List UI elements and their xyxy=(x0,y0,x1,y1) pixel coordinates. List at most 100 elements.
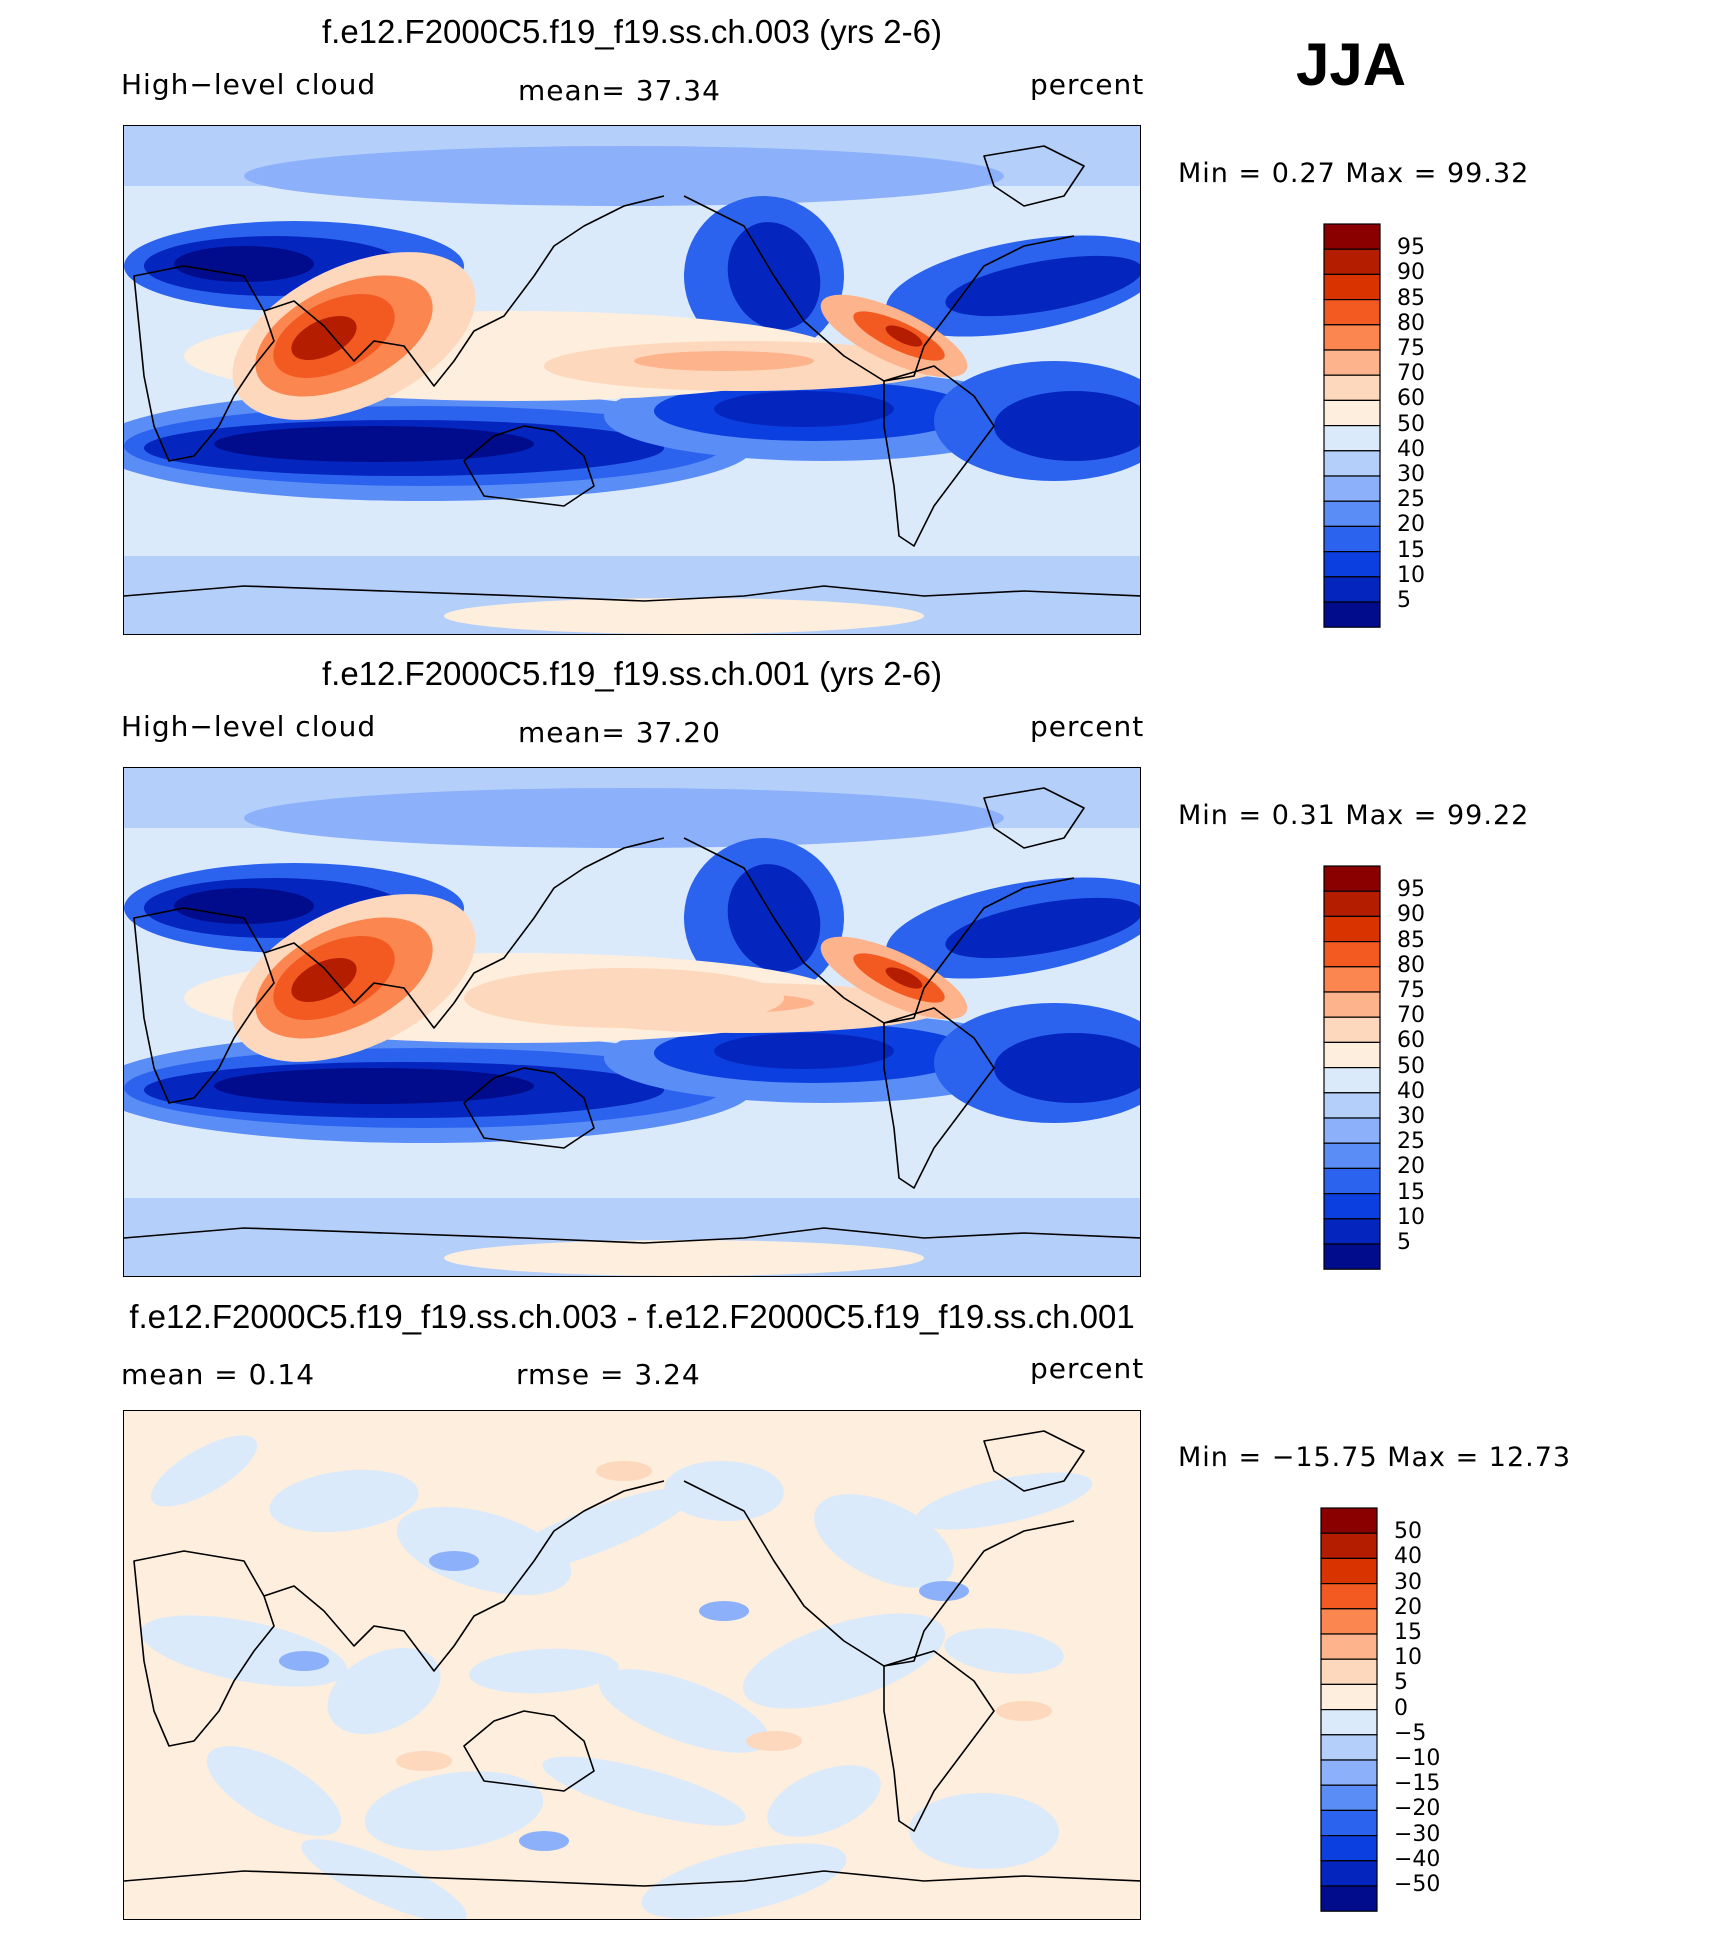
panel-2-map-svg xyxy=(124,768,1140,1276)
contour-region xyxy=(396,1751,452,1771)
contour-region xyxy=(994,1033,1140,1103)
colorbar-swatch xyxy=(1320,1532,1378,1560)
colorbar-label: 30 xyxy=(1394,1569,1422,1595)
contour-region xyxy=(244,146,1004,206)
contour-region xyxy=(909,1792,1059,1870)
colorbar-label: 5 xyxy=(1394,1670,1408,1696)
colorbar-swatch xyxy=(1323,1243,1381,1270)
panel-1-colorbar: 95 90 85 80 75 70 60 50 40 30 25 20 15 10 5 xyxy=(1323,223,1473,636)
colorbar-swatch xyxy=(1323,915,1381,943)
coastline xyxy=(463,425,595,507)
panel-1-mean: mean= 37.34 xyxy=(518,74,721,107)
colorbar-swatch xyxy=(1320,1860,1378,1887)
colorbar-label: 70 xyxy=(1397,361,1425,387)
contour-region xyxy=(994,391,1140,461)
coastline xyxy=(263,837,665,1029)
colorbar-label: 60 xyxy=(1397,1028,1425,1054)
colorbar-label: 20 xyxy=(1397,1154,1425,1180)
contour-region xyxy=(364,1771,544,1851)
colorbar-label: 10 xyxy=(1397,1204,1425,1230)
colorbar-label: 15 xyxy=(1397,1179,1425,1205)
coastline xyxy=(883,365,995,547)
colorbar-swatch xyxy=(1323,425,1381,452)
colorbar-label: 50 xyxy=(1394,1519,1422,1545)
colorbar-label: 30 xyxy=(1397,1104,1425,1129)
colorbar-swatch xyxy=(1323,374,1381,401)
cloud-field xyxy=(124,768,1140,1276)
panel-2-mean: mean= 37.20 xyxy=(518,716,721,749)
colorbar-swatch xyxy=(1323,399,1381,427)
panel-3-colorbar: 50 40 30 20 15 10 5 0 −5 −10 −15 −20 −30 −40 −50 xyxy=(1320,1507,1470,1920)
contour-region xyxy=(945,255,1140,317)
colorbar-label: 85 xyxy=(1397,285,1425,311)
coastline xyxy=(983,787,1085,849)
coastline xyxy=(883,1650,995,1832)
colorbar-swatch xyxy=(1320,1658,1378,1685)
panel-3-minmax: Min = −15.75 Max = 12.73 xyxy=(1178,1442,1572,1473)
contour-region xyxy=(919,1581,969,1601)
contour-region xyxy=(542,1756,746,1826)
colorbar-swatch xyxy=(1323,248,1381,276)
colorbar-label: −30 xyxy=(1394,1821,1441,1847)
colorbar-label: 90 xyxy=(1397,260,1425,286)
colorbar-label: 80 xyxy=(1397,952,1425,978)
contour-region xyxy=(444,598,924,634)
cloud-field xyxy=(124,126,1140,634)
contour-region xyxy=(269,1469,419,1533)
coastline xyxy=(983,1430,1085,1492)
colorbar-swatch xyxy=(1323,940,1381,968)
colorbar-swatch xyxy=(1323,865,1381,892)
coastlines xyxy=(124,787,1140,1244)
contour-region xyxy=(746,1731,802,1751)
colorbar-swatch xyxy=(1320,1582,1378,1610)
colorbar-swatch xyxy=(1323,349,1381,376)
colorbar-label: 85 xyxy=(1397,927,1425,953)
panel-3-title: f.e12.F2000C5.f19_f19.ss.ch.003 - f.e12.… xyxy=(129,1298,1135,1335)
panel-2-variable: High−level cloud xyxy=(121,710,377,743)
contour-region xyxy=(396,1506,572,1596)
colorbar-swatch xyxy=(1323,273,1381,301)
panel-2-map xyxy=(123,767,1141,1277)
coastline xyxy=(263,195,665,387)
colorbar-label: 20 xyxy=(1394,1594,1422,1620)
colorbar-swatch xyxy=(1323,500,1381,528)
contour-region xyxy=(206,1746,342,1836)
colorbar-swatch xyxy=(1323,1067,1381,1094)
colorbar-label: 20 xyxy=(1397,512,1425,538)
contour-region xyxy=(767,1765,881,1837)
colorbar-swatch xyxy=(1320,1885,1378,1912)
coastline xyxy=(463,1710,595,1792)
colorbar-swatch xyxy=(1320,1557,1378,1585)
colorbar-label: −50 xyxy=(1394,1872,1441,1897)
colorbar-label: 95 xyxy=(1397,877,1425,903)
panel-2-minmax: Min = 0.31 Max = 99.22 xyxy=(1178,800,1530,831)
contour-region xyxy=(945,897,1140,959)
contour-region xyxy=(519,1831,569,1851)
colorbar-swatch xyxy=(1323,1117,1381,1144)
colorbar-swatch xyxy=(1323,1092,1381,1119)
colorbar-swatch xyxy=(1320,1709,1378,1736)
colorbar-swatch xyxy=(1323,1142,1381,1170)
contour-region xyxy=(714,391,894,427)
contour-region xyxy=(150,1435,258,1507)
contour-region xyxy=(596,1461,652,1481)
contour-region xyxy=(279,1651,329,1671)
panel-3-rmse: rmse = 3.24 xyxy=(516,1358,701,1391)
colorbar-label: 75 xyxy=(1397,978,1425,1003)
colorbar-label: 40 xyxy=(1394,1544,1422,1570)
colorbar-svg xyxy=(1323,223,1381,628)
contour-region xyxy=(214,426,534,462)
colorbar-swatch xyxy=(1323,890,1381,918)
contour-region xyxy=(885,967,923,989)
contour-region xyxy=(244,788,1004,848)
coastline xyxy=(133,1550,275,1747)
colorbar-label: 40 xyxy=(1397,1078,1425,1104)
coastline xyxy=(463,1067,595,1149)
panel-2-units: percent xyxy=(1030,710,1145,743)
contour-region xyxy=(915,1472,1093,1530)
colorbar-swatch xyxy=(1320,1683,1378,1711)
contour-region xyxy=(944,1628,1064,1674)
colorbar-label: 5 xyxy=(1397,1230,1411,1255)
panel-3-map xyxy=(123,1410,1141,1920)
colorbar-label: 95 xyxy=(1397,235,1425,261)
